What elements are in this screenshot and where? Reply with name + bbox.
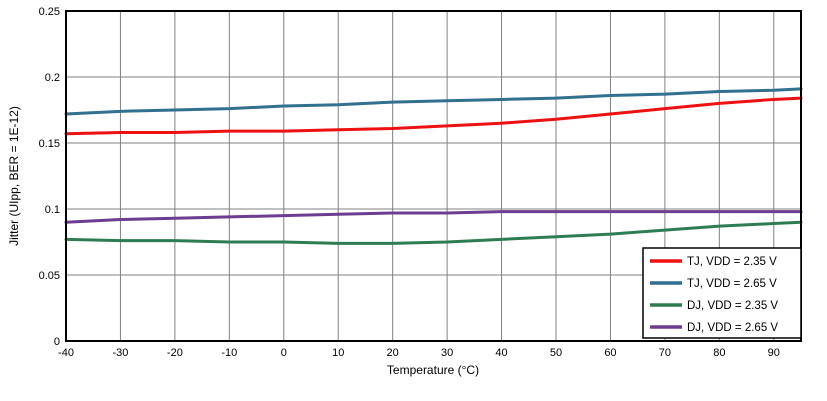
- plot-border: [65, 10, 802, 342]
- x-tick-label: 60: [604, 347, 616, 359]
- plot-frame: [65, 10, 802, 342]
- y-tick-label: 0: [54, 336, 60, 348]
- series-line-1: [64, 87, 803, 116]
- x-axis-title: Temperature (°C): [387, 363, 479, 377]
- x-tick-label: 0: [281, 347, 287, 359]
- x-tick-label: 10: [332, 347, 344, 359]
- y-tick-label: 0.25: [39, 6, 60, 18]
- legend-label-2: DJ, VDD = 2.35 V: [687, 300, 778, 312]
- x-tick-label: 40: [495, 347, 507, 359]
- series-line-0: [64, 96, 803, 136]
- x-tick-label: 70: [659, 347, 671, 359]
- x-tick-label: -40: [58, 347, 74, 359]
- x-tick-label: 20: [387, 347, 399, 359]
- y-tick-label: 0.15: [39, 138, 60, 150]
- series-line-2: [64, 220, 803, 245]
- y-tick-label: 0.1: [45, 204, 60, 216]
- legend-label-0: TJ, VDD = 2.35 V: [687, 256, 777, 268]
- x-tick-label: 50: [550, 347, 562, 359]
- y-tick-label: 0.05: [39, 270, 60, 282]
- x-tick-label: -30: [112, 347, 128, 359]
- series-line-3: [64, 210, 803, 224]
- legend-frame: [642, 247, 802, 339]
- tick-labels: -40 -30 -20 -10 0 10 20 30 40 50 60 70 80 90 0 0.05 0.1 0…: [39, 6, 780, 359]
- legend-box: TJ, VDD = 2.35 V TJ, VDD = 2.65 V DJ, VDD …: [642, 247, 802, 339]
- legend-label-3: DJ, VDD = 2.65 V: [687, 322, 778, 334]
- y-axis-title: Jitter (UIpp, BER = 1E-12): [7, 106, 21, 246]
- legend-label-1: TJ, VDD = 2.65 V: [687, 278, 777, 290]
- x-tick-label: 90: [768, 347, 780, 359]
- x-tick-label: -20: [167, 347, 183, 359]
- x-tick-label: 30: [441, 347, 453, 359]
- x-tick-label: -10: [221, 347, 237, 359]
- x-tick-label: 80: [713, 347, 725, 359]
- y-tick-label: 0.2: [45, 72, 60, 84]
- series-layer: [64, 87, 803, 245]
